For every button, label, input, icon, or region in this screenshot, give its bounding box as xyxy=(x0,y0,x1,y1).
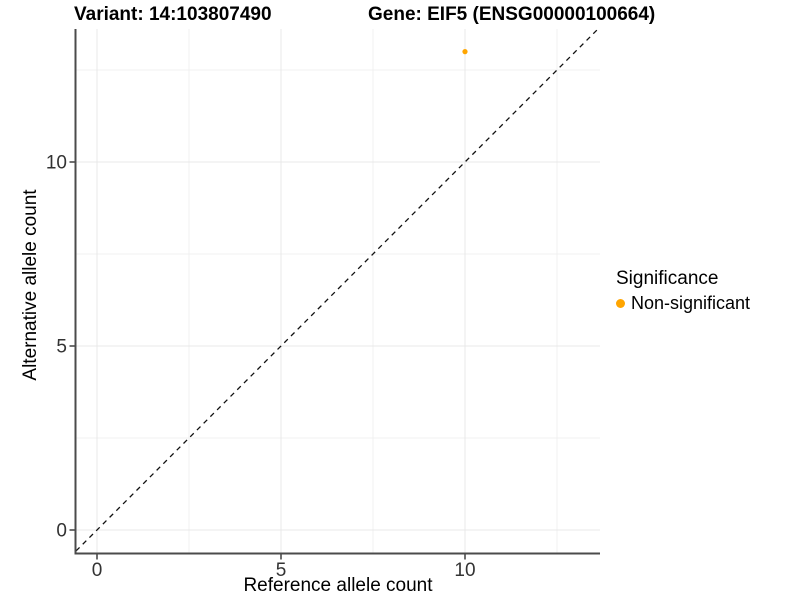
legend-item-non-significant: Non-significant xyxy=(616,293,750,313)
x-tick-label: 5 xyxy=(276,560,287,581)
data-point xyxy=(462,49,468,55)
x-tick-label: 10 xyxy=(454,560,475,581)
gene-title: Gene: EIF5 (ENSG00000100664) xyxy=(368,4,656,25)
non-significant-dot-icon xyxy=(616,298,625,308)
variant-title: Variant: 14:103807490 xyxy=(74,4,272,25)
legend-item-label: Non-significant xyxy=(631,292,751,313)
legend-title: Significance xyxy=(616,268,719,289)
y-axis-title: Alternative allele count xyxy=(20,189,41,381)
y-tick-label: 10 xyxy=(46,153,67,174)
identity-dashed-line xyxy=(75,28,599,552)
legend: Significance Non-significant xyxy=(616,268,750,313)
y-tick-label: 5 xyxy=(56,337,67,358)
x-tick-label: 0 xyxy=(92,560,103,581)
y-tick-label: 0 xyxy=(56,521,67,542)
x-axis-title: Reference allele count xyxy=(243,575,433,596)
